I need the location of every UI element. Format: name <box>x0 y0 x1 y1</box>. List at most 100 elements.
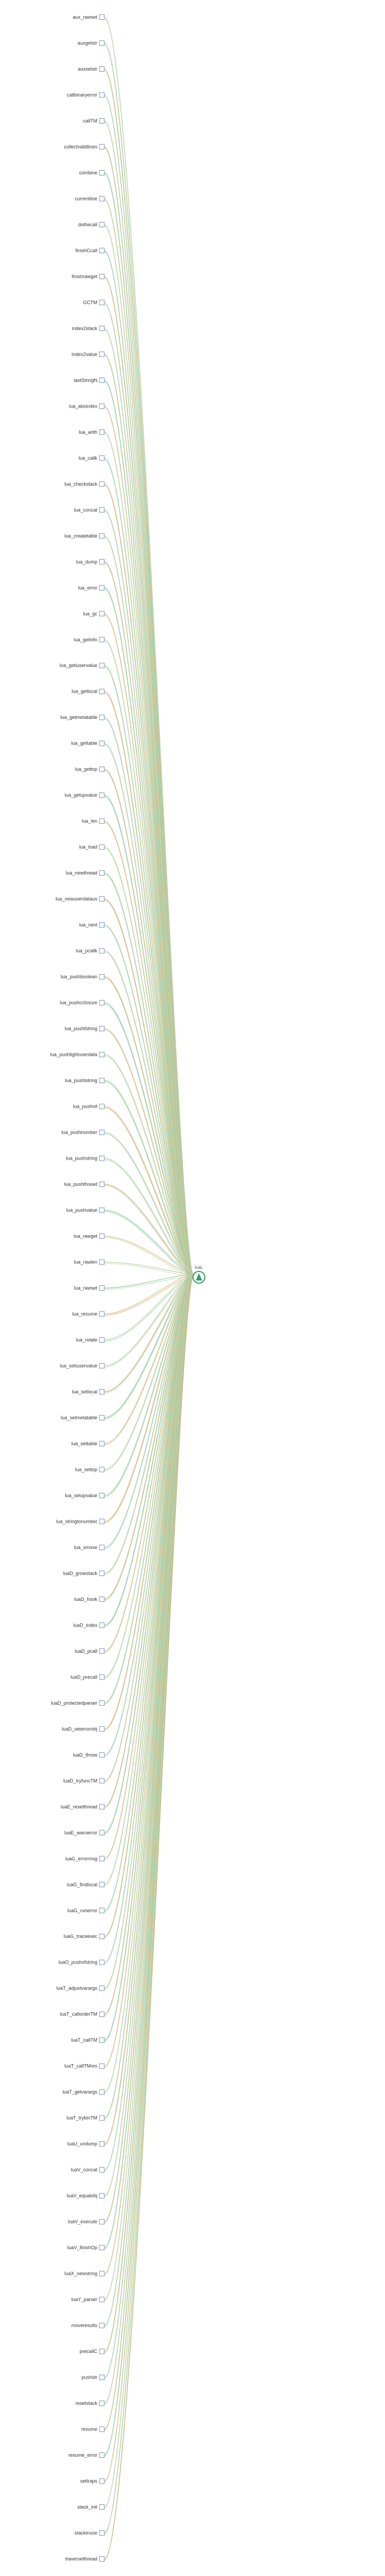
node-luaG_errormsg[interactable]: luaG_errormsg <box>65 1856 105 1861</box>
node-luaE_warnerror[interactable]: luaE_warnerror <box>64 1830 105 1836</box>
node-lua_gc[interactable]: lua_gc <box>83 611 105 617</box>
node-luaT_adjustvarargs[interactable]: luaT_adjustvarargs <box>56 1985 105 1991</box>
node-currentline[interactable]: currentline <box>75 196 105 202</box>
node-luaD_pcall[interactable]: luaD_pcall <box>75 1648 105 1654</box>
node-resume[interactable]: resume <box>81 2426 105 2432</box>
node-lua_xmove[interactable]: lua_xmove <box>74 1544 105 1550</box>
node-moveresults[interactable]: moveresults <box>71 2322 105 2328</box>
node-luaD_index[interactable]: luaD_index <box>73 1622 105 1628</box>
node-luaE_resetthread[interactable]: luaE_resetthread <box>60 1804 105 1810</box>
node-luaG_findlocal[interactable]: luaG_findlocal <box>67 1882 105 1888</box>
node-precallC[interactable]: precallC <box>80 2349 105 2355</box>
node-lua_createtable[interactable]: lua_createtable <box>64 533 105 539</box>
node-luaD_throw[interactable]: luaD_throw <box>73 1752 105 1758</box>
node-luaD_precall[interactable]: luaD_precall <box>71 1674 105 1680</box>
node-lua_callk[interactable]: lua_callk <box>79 455 105 461</box>
node-lua_resume[interactable]: lua_resume <box>72 1311 105 1317</box>
node-lua_stringtonumber[interactable]: lua_stringtonumber <box>56 1519 105 1524</box>
node-luaT_trybinTM[interactable]: luaT_trybinTM <box>66 2115 105 2121</box>
node-settraps[interactable]: settraps <box>80 2478 105 2484</box>
node-lua_rawget[interactable]: lua_rawget <box>74 1233 105 1239</box>
node-lua_pcallk[interactable]: lua_pcallk <box>76 948 105 954</box>
node-finishCcall[interactable]: finishCcall <box>75 248 105 254</box>
node-lua_dump[interactable]: lua_dump <box>76 559 105 565</box>
node-stackinuse[interactable]: stackinuse <box>74 2530 105 2536</box>
node-lua_absindex[interactable]: lua_absindex <box>69 403 105 409</box>
node-auxgetstr[interactable]: auxgetstr <box>78 40 105 46</box>
node-luaD_growstack[interactable]: luaD_growstack <box>63 1570 105 1576</box>
node-lua_next[interactable]: lua_next <box>79 922 105 928</box>
node-lua_setlocal[interactable]: lua_setlocal <box>72 1389 105 1394</box>
node-luaD_seterrorobj[interactable]: luaD_seterrorobj <box>61 1726 105 1732</box>
node-finishrawget[interactable]: finishrawget <box>72 273 105 279</box>
node-luaO_pushvfstring[interactable]: luaO_pushvfstring <box>58 1959 105 1965</box>
node-lua_pushnumber[interactable]: lua_pushnumber <box>61 1130 105 1136</box>
node-lua_rawset[interactable]: lua_rawset <box>74 1285 105 1291</box>
node-lua_settable[interactable]: lua_settable <box>71 1440 105 1446</box>
node-lua_rawlen[interactable]: lua_rawlen <box>74 1259 105 1265</box>
node-lua_concat[interactable]: lua_concat <box>74 507 105 513</box>
node-luaV_execute[interactable]: luaV_execute <box>68 2219 105 2225</box>
node-GCTM[interactable]: GCTM <box>83 300 105 305</box>
node-lua_setiuservalue[interactable]: lua_setiuservalue <box>60 1363 105 1369</box>
node-dothecall[interactable]: dothecall <box>78 221 105 227</box>
node-luaD_protectedparser[interactable]: luaD_protectedparser <box>51 1700 105 1706</box>
hub-node[interactable]: luaL <box>192 1265 205 1284</box>
node-lua_newuserdatauv[interactable]: lua_newuserdatauv <box>56 896 105 902</box>
node-lua_pushlightuserdata[interactable]: lua_pushlightuserdata <box>50 1052 105 1057</box>
node-lua_setmetatable[interactable]: lua_setmetatable <box>60 1415 105 1421</box>
node-luaD_tryfuncTM[interactable]: luaD_tryfuncTM <box>63 1778 105 1784</box>
node-luaG_traceexec[interactable]: luaG_traceexec <box>64 1934 105 1939</box>
node-collectvalidlines[interactable]: collectvalidlines <box>64 144 105 150</box>
node-lastStringN[interactable]: lastStringN <box>74 377 105 383</box>
node-lua_pushstring[interactable]: lua_pushstring <box>66 1155 105 1161</box>
node-lua_pushcclosure[interactable]: lua_pushcclosure <box>60 1000 105 1006</box>
node-lua_pushlstring[interactable]: lua_pushlstring <box>65 1078 105 1084</box>
node-luaT_callTM[interactable]: luaT_callTM <box>71 2037 105 2043</box>
node-luaU_undump[interactable]: luaU_undump <box>67 2141 105 2147</box>
node-auxsetstr[interactable]: auxsetstr <box>78 66 105 72</box>
node-lua_gettable[interactable]: lua_gettable <box>71 740 105 746</box>
node-luaT_getvarargs[interactable]: luaT_getvarargs <box>63 2089 105 2095</box>
node-lua_pushnil[interactable]: lua_pushnil <box>73 1103 105 1109</box>
node-lua_gettop[interactable]: lua_gettop <box>75 766 105 772</box>
node-lua_arith[interactable]: lua_arith <box>79 429 105 435</box>
node-luaX_newstring[interactable]: luaX_newstring <box>64 2271 105 2276</box>
node-lua_checkstack[interactable]: lua_checkstack <box>64 481 105 487</box>
node-index2stack[interactable]: index2stack <box>72 325 105 331</box>
node-lua_rotate[interactable]: lua_rotate <box>76 1337 105 1343</box>
node-lua_load[interactable]: lua_load <box>79 844 105 850</box>
node-combine[interactable]: combine <box>79 170 105 175</box>
node-lua_getinfo[interactable]: lua_getinfo <box>74 637 105 642</box>
node-callTM[interactable]: callTM <box>83 118 105 124</box>
node-lua_getmetatable[interactable]: lua_getmetatable <box>60 715 105 720</box>
node-resume_error[interactable]: resume_error <box>68 2452 105 2458</box>
node-resetstack[interactable]: resetstack <box>75 2401 105 2406</box>
node-luaV_concat[interactable]: luaV_concat <box>71 2167 105 2173</box>
node-lua_len[interactable]: lua_len <box>82 818 105 824</box>
node-stack_init[interactable]: stack_init <box>77 2504 105 2510</box>
node-lua_pushboolean[interactable]: lua_pushboolean <box>60 974 105 980</box>
node-index2value[interactable]: index2value <box>72 351 105 357</box>
node-lua_newthread[interactable]: lua_newthread <box>66 870 105 876</box>
node-pushstr[interactable]: pushstr <box>81 2374 105 2380</box>
node-traverselthread[interactable]: traverselthread <box>65 2556 105 2562</box>
node-lua_error[interactable]: lua_error <box>78 585 105 591</box>
node-luaD_hook[interactable]: luaD_hook <box>74 1596 105 1602</box>
node-lua_getlocal[interactable]: lua_getlocal <box>72 688 105 694</box>
node-callbinaryerror[interactable]: callbinaryerror <box>67 92 105 98</box>
node-lua_getiuservalue[interactable]: lua_getiuservalue <box>59 663 105 669</box>
node-lua_pushthread[interactable]: lua_pushthread <box>64 1182 105 1187</box>
node-lua_settop[interactable]: lua_settop <box>75 1467 105 1473</box>
node-luaG_runerror[interactable]: luaG_runerror <box>67 1907 105 1913</box>
node-aux_rawset[interactable]: aux_rawset <box>73 14 105 20</box>
node-luaV_equalobj[interactable]: luaV_equalobj <box>67 2193 105 2199</box>
node-luaT_callorderTM[interactable]: luaT_callorderTM <box>60 2011 105 2017</box>
node-lua_setupvalue[interactable]: lua_setupvalue <box>65 1492 105 1498</box>
node-luaY_parser[interactable]: luaY_parser <box>71 2297 105 2303</box>
node-lua_pushvalue[interactable]: lua_pushvalue <box>66 1207 105 1213</box>
node-lua_pushfstring[interactable]: lua_pushfstring <box>65 1026 105 1032</box>
node-lua_getupvalue[interactable]: lua_getupvalue <box>65 792 105 798</box>
node-luaV_finishOp[interactable]: luaV_finishOp <box>67 2245 105 2251</box>
node-luaT_callTMres[interactable]: luaT_callTMres <box>64 2063 105 2069</box>
